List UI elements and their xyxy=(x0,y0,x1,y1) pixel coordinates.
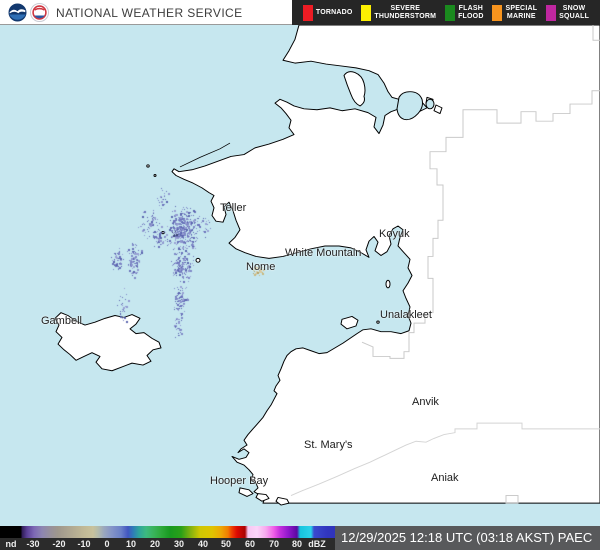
agency-title: NATIONAL WEATHER SERVICE xyxy=(56,6,243,20)
reflectivity-scale: nd -30 -20 -10 0 10 20 30 40 50 60 70 80 dBZ xyxy=(0,526,335,550)
legend-item: FLASH FLOOD xyxy=(445,4,484,21)
scale-tick: 50 xyxy=(220,539,232,549)
city-label: Unalakleet xyxy=(380,309,432,321)
scale-tick: 20 xyxy=(149,539,161,549)
city-label: Hooper Bay xyxy=(210,475,269,487)
legend-item: SPECIAL MARINE xyxy=(492,4,538,21)
app-header: NATIONAL WEATHER SERVICE TORNADO SEVERE T… xyxy=(0,0,600,25)
scale-tick: 30 xyxy=(173,539,185,549)
legend-item: TORNADO xyxy=(302,4,353,21)
city-label: Aniak xyxy=(431,472,459,484)
scale-tick: -20 xyxy=(52,539,66,549)
legend-item-label: SNOW SQUALL xyxy=(559,5,590,20)
mainland-shape xyxy=(171,25,600,504)
legend-item: SNOW SQUALL xyxy=(546,4,590,21)
legend-color-chip xyxy=(361,4,372,21)
warning-legend: TORNADO SEVERE THUNDERSTORM FLASH FLOOD SPE… xyxy=(292,0,600,25)
scale-tick: 0 xyxy=(104,539,110,549)
legend-item-label: SEVERE THUNDERSTORM xyxy=(374,5,437,20)
legend-item: SEVERE THUNDERSTORM xyxy=(361,4,437,21)
city-label: Gambell xyxy=(41,315,82,327)
city-label: White Mountain xyxy=(285,247,362,259)
scale-tick-labels: nd -30 -20 -10 0 10 20 30 40 50 60 70 80 dBZ xyxy=(0,538,335,550)
scale-tick: 80 xyxy=(291,539,303,549)
scale-tick: 60 xyxy=(244,539,256,549)
legend-item-label: FLASH FLOOD xyxy=(458,5,484,20)
city-label: Anvik xyxy=(412,396,439,408)
city-label: Teller xyxy=(220,202,247,214)
noaa-logo-icon[interactable] xyxy=(8,3,27,27)
scale-tick: -30 xyxy=(26,539,40,549)
scale-tick: 10 xyxy=(125,539,137,549)
legend-color-chip xyxy=(445,4,456,21)
scale-tick: nd xyxy=(5,539,17,549)
legend-item-label: TORNADO xyxy=(315,8,353,16)
city-label: Nome xyxy=(246,261,276,273)
scale-tick: 40 xyxy=(197,539,209,549)
scale-tick: -10 xyxy=(77,539,91,549)
radar-map[interactable]: Teller Nome White Mountain Koyuk Unalakleet G… xyxy=(0,25,600,526)
map-geography xyxy=(54,25,600,506)
legend-color-chip xyxy=(302,4,313,21)
scale-tick: 70 xyxy=(268,539,280,549)
city-label: Koyuk xyxy=(379,228,410,240)
timestamp: 12/29/2025 12:18 UTC (03:18 AKST) PAEC xyxy=(341,530,593,545)
city-label: St. Mary's xyxy=(304,439,353,451)
legend-color-chip xyxy=(492,4,503,21)
legend-color-chip xyxy=(546,4,557,21)
status-bar: 12/29/2025 12:18 UTC (03:18 AKST) PAEC xyxy=(335,526,600,550)
bottom-bar: nd -30 -20 -10 0 10 20 30 40 50 60 70 80 dBZ 12/29/20… xyxy=(0,526,600,550)
scale-gradient-bar xyxy=(0,526,335,538)
scale-tick: dBZ xyxy=(308,539,326,549)
legend-item-label: SPECIAL MARINE xyxy=(505,5,538,20)
nws-logo-icon[interactable] xyxy=(30,3,49,27)
